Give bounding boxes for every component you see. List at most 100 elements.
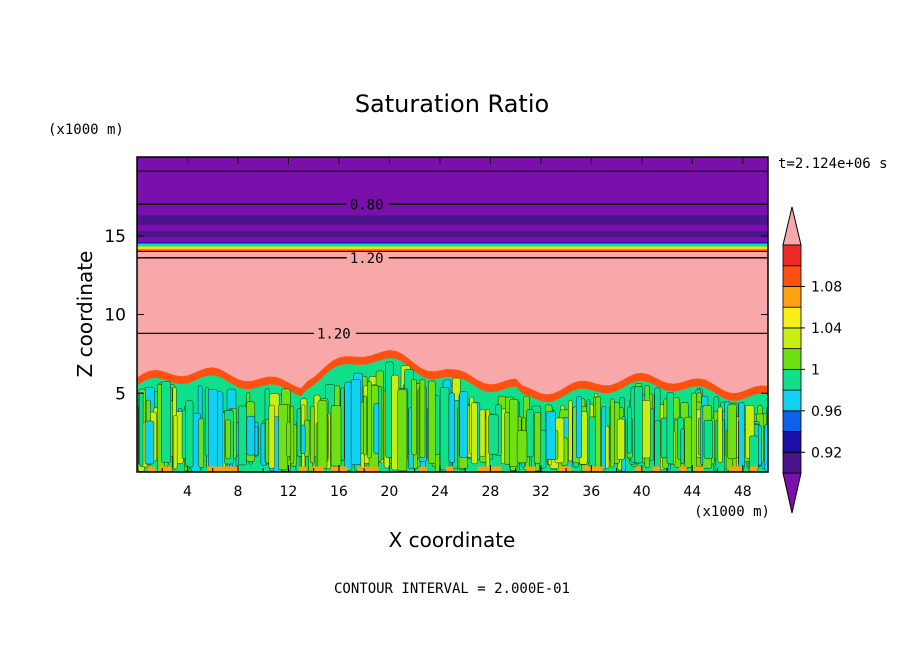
surface-streak — [227, 466, 235, 472]
surface-streak — [749, 466, 758, 472]
y-axis-label: Z coordinate — [73, 251, 97, 378]
bl-cell — [344, 381, 353, 471]
colorbar-segment — [782, 286, 802, 308]
bl-cell — [509, 398, 519, 467]
bl-cell — [738, 402, 745, 470]
bl-cell — [254, 426, 259, 456]
bl-cell — [300, 424, 306, 454]
bl-cell — [758, 424, 762, 466]
x-tick-label: 32 — [532, 484, 550, 500]
bl-cell — [363, 395, 368, 456]
bl-cell — [246, 415, 256, 456]
dry-layer-stripe — [137, 231, 768, 238]
bl-cell — [340, 387, 345, 461]
bl-cell — [419, 379, 426, 458]
bl-cell — [641, 400, 651, 459]
bl-cell — [666, 392, 674, 465]
surface-streak — [231, 466, 240, 472]
surface-streak — [493, 466, 502, 472]
bl-cell — [703, 419, 713, 459]
surface-streak — [635, 466, 643, 472]
bl-cell — [534, 412, 541, 464]
transition-band — [137, 242, 768, 244]
bl-cell — [504, 411, 510, 465]
bl-cell — [161, 381, 171, 463]
surface-streak — [559, 466, 568, 472]
bl-cell — [576, 396, 582, 459]
transition-band — [137, 247, 768, 249]
colorbar-segment — [782, 451, 802, 474]
x-tick-label: 36 — [582, 484, 600, 500]
colorbar-segment — [782, 368, 802, 391]
surface-streak — [679, 466, 687, 472]
surface-streak — [215, 466, 223, 472]
bl-cell — [691, 392, 697, 472]
bl-cell — [764, 423, 768, 472]
surface-streak — [363, 466, 372, 472]
x-axis: 4 8 12 16 20 24 28 32 36 40 44 48 — [161, 157, 752, 500]
bl-cell — [526, 409, 534, 458]
surface-streak — [445, 466, 454, 472]
time-label: t=2.124e+06 s — [778, 156, 888, 172]
x-axis-label: X coordinate — [389, 528, 516, 552]
x-tick-label: 40 — [633, 484, 651, 500]
transition-band — [137, 246, 768, 249]
x-tick-label: 24 — [431, 484, 449, 500]
colorbar-tick-label: 0.96 — [811, 404, 842, 420]
surface-streak — [735, 466, 743, 472]
x-tick-label: 16 — [330, 484, 348, 500]
bl-cell — [545, 411, 556, 460]
surface-streak — [159, 466, 167, 472]
surface-streak — [339, 466, 348, 472]
bl-cell — [439, 386, 450, 471]
bl-cell — [208, 389, 218, 468]
colorbar-segment — [782, 389, 802, 412]
bl-cell — [634, 386, 643, 464]
transition-band — [137, 244, 768, 247]
bl-cell — [749, 435, 759, 471]
x-tick-label: 28 — [481, 484, 499, 500]
bl-cell — [310, 406, 315, 464]
bl-cell — [568, 400, 573, 462]
surface-streak — [220, 466, 229, 472]
surface-streak — [316, 466, 324, 472]
transition-band — [137, 245, 768, 248]
bl-cell — [198, 418, 205, 468]
colorbar-segment — [782, 265, 802, 287]
bl-cell — [268, 404, 275, 469]
bl-cell — [616, 418, 625, 460]
y-tick-label: 10 — [104, 306, 126, 326]
transition-band — [137, 242, 768, 245]
colorbar-segment — [782, 348, 802, 370]
bl-cell — [139, 391, 144, 467]
surface-streak — [419, 466, 427, 472]
chart-title: Saturation Ratio — [355, 90, 549, 118]
x-tick-label: 48 — [734, 484, 752, 500]
bl-cell — [238, 405, 247, 466]
bl-cell — [595, 396, 601, 472]
bl-cell — [479, 409, 486, 457]
surface-streak — [652, 466, 660, 472]
colorbar-segment — [782, 244, 802, 267]
x-unit-label: (x1000 m) — [694, 504, 770, 520]
surface-streak — [147, 466, 156, 472]
bl-cell — [350, 379, 362, 465]
contour-label: 1.20 — [350, 251, 384, 267]
bl-cell — [717, 406, 723, 463]
plot-area: 0.80 1.20 1.20 — [137, 157, 768, 472]
bl-cell — [428, 380, 436, 464]
colorbar-tick-label: 1.04 — [811, 321, 842, 337]
bl-cell — [448, 392, 455, 463]
bl-cell — [278, 404, 288, 471]
colorbar: 0.92 0.96 1 1.04 1.08 — [782, 206, 842, 514]
surface-streak — [357, 466, 365, 472]
contour-lines: 0.80 1.20 1.20 — [137, 170, 768, 342]
bl-cell — [185, 400, 194, 468]
colorbar-segment — [782, 431, 802, 453]
surface-streak — [595, 466, 604, 472]
colorbar-tick-label: 0.92 — [811, 445, 842, 461]
bl-cell — [471, 402, 478, 465]
surface-streak — [484, 466, 493, 472]
bl-cell — [459, 391, 469, 458]
